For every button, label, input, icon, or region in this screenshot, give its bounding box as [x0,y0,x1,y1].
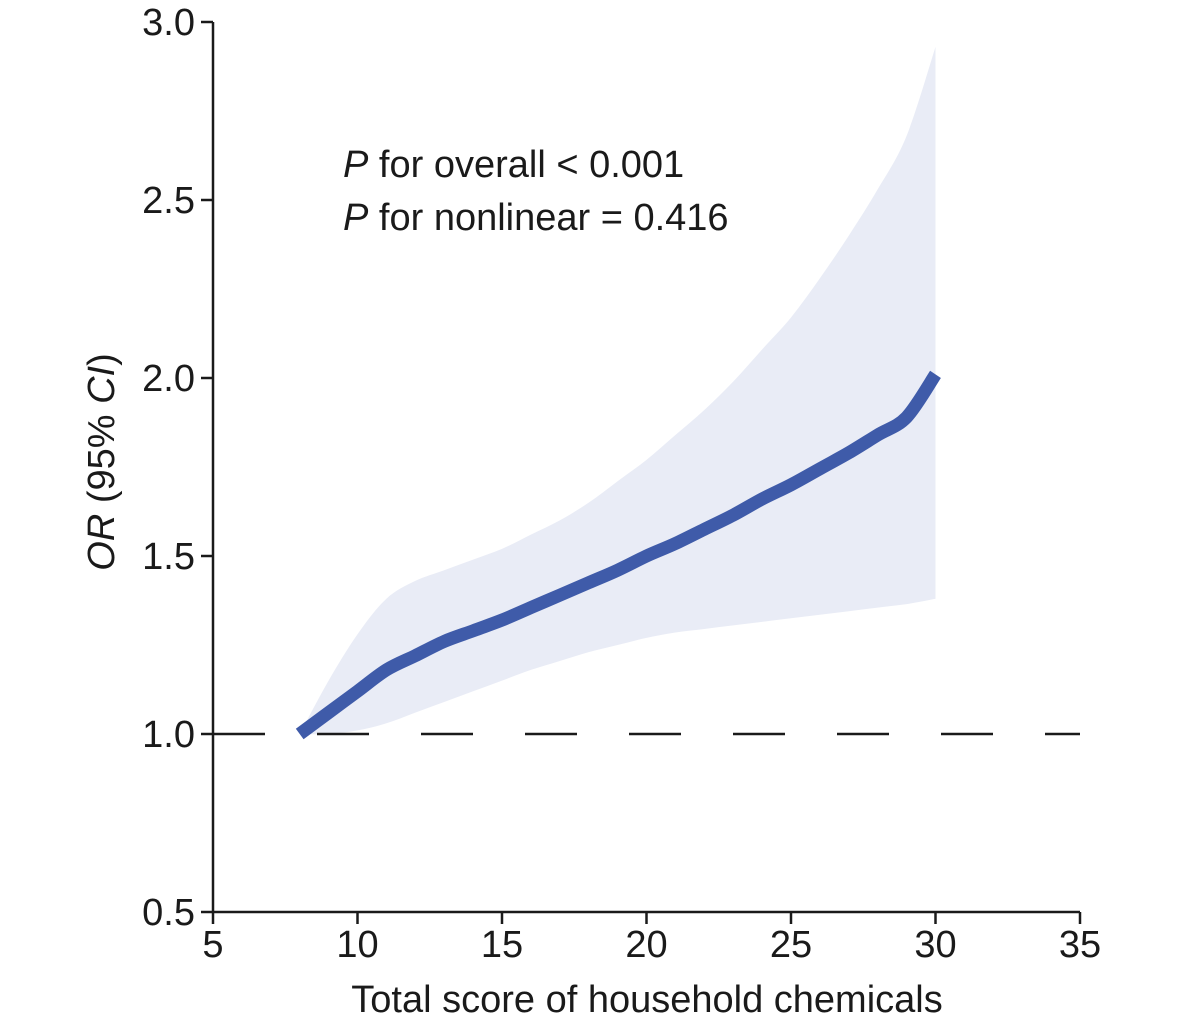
p-overall-annotation: P for overall < 0.001 [343,144,684,186]
or-line-layer [295,370,941,740]
p-nonlinear-text: for nonlinear = 0.416 [368,197,728,239]
y-axis-title-mid: (95% [81,404,123,514]
y-tick-label: 1.5 [142,536,195,578]
p-overall-text: for overall < 0.001 [368,144,684,186]
y-tick-label: 2.0 [142,358,195,400]
y-tick-label: 1.0 [142,714,195,756]
x-tick-label: 10 [336,924,378,966]
y-axis-title-ci: CI [81,365,123,403]
x-tick-label: 5 [202,924,223,966]
x-tick-label: 15 [481,924,523,966]
y-tick-label: 0.5 [142,892,195,934]
x-axis-title: Total score of household chemicals [351,979,942,1021]
x-tick-label: 35 [1059,924,1101,966]
y-tick-label: 3.0 [142,2,195,44]
y-axis-title-or: OR [81,514,123,571]
p-symbol: P [343,144,369,186]
y-axis-title: OR (95% CI) [81,353,123,570]
axes: 0.5 1.0 1.5 2.0 2.5 3.0 5 10 15 20 25 30 35 [142,2,1101,966]
x-tick-label: 30 [914,924,956,966]
ci-band-layer [299,46,936,735]
y-axis-title-end: ) [81,353,123,366]
ci-band [299,46,936,735]
p-nonlinear-annotation: P for nonlinear = 0.416 [343,197,729,239]
annotation-block: P for overall < 0.001 P for nonlinear = … [343,144,729,239]
x-tick-label: 20 [625,924,667,966]
y-tick-label: 2.5 [142,180,195,222]
or-series-line [295,370,941,740]
p-symbol: P [343,197,369,239]
x-tick-label: 25 [770,924,812,966]
